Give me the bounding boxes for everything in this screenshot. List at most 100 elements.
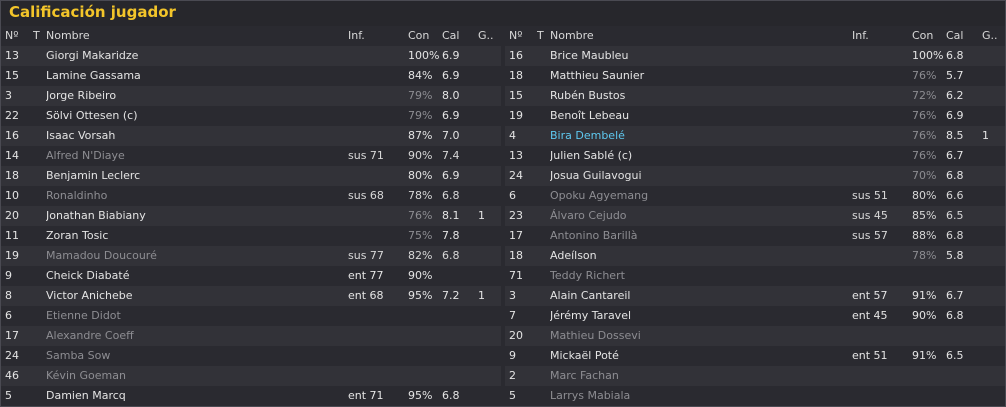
player-row[interactable]: 19 Mamadou Doucouré sus 77 82% 6.8 <box>1 246 501 266</box>
col-name[interactable]: Nombre <box>46 29 90 42</box>
player-row[interactable]: 7 Jérémy Taravel ent 45 90% 6.8 <box>505 306 1005 326</box>
player-row[interactable]: 20 Mathieu Dossevi <box>505 326 1005 346</box>
player-name[interactable]: Marc Fachan <box>550 369 619 382</box>
player-row[interactable]: 71 Teddy Richert <box>505 266 1005 286</box>
col-rating[interactable]: Cal <box>442 29 460 42</box>
player-name[interactable]: Giorgi Makaridze <box>46 49 139 62</box>
player-row[interactable]: 6 Opoku Agyemang sus 51 80% 6.6 <box>505 186 1005 206</box>
player-rating: 6.8 <box>442 249 460 262</box>
player-row[interactable]: 20 Jonathan Biabiany 76% 8.1 1 <box>1 206 501 226</box>
player-number: 5 <box>5 389 12 402</box>
player-number: 9 <box>5 269 12 282</box>
player-row[interactable]: 18 Matthieu Saunier 76% 5.7 <box>505 66 1005 86</box>
player-info: sus 51 <box>852 189 888 202</box>
player-name[interactable]: Damien Marcq <box>46 389 126 402</box>
col-name[interactable]: Nombre <box>550 29 594 42</box>
col-info[interactable]: Inf. <box>852 29 869 42</box>
player-name[interactable]: Jorge Ribeiro <box>46 89 117 102</box>
player-name[interactable]: Teddy Richert <box>550 269 625 282</box>
player-condition: 90% <box>408 269 433 282</box>
player-name[interactable]: Victor Anichebe <box>46 289 133 302</box>
player-row[interactable]: 24 Josua Guilavogui 70% 6.8 <box>505 166 1005 186</box>
player-number: 15 <box>5 69 19 82</box>
player-row[interactable]: 5 Larrys Mabiala <box>505 386 1005 406</box>
player-rating: 6.7 <box>946 289 964 302</box>
player-name[interactable]: Zoran Tosic <box>46 229 109 242</box>
player-row[interactable]: 13 Giorgi Makaridze 100% 6.9 <box>1 46 501 66</box>
player-row[interactable]: 5 Damien Marcq ent 71 95% 6.8 <box>1 386 501 406</box>
col-type[interactable]: T <box>537 29 544 42</box>
player-row[interactable]: 3 Alain Cantareil ent 57 91% 6.7 <box>505 286 1005 306</box>
col-goals[interactable]: G.. <box>982 29 998 42</box>
player-name[interactable]: Mickaël Poté <box>550 349 619 362</box>
player-name[interactable]: Samba Sow <box>46 349 111 362</box>
player-name[interactable]: Mathieu Dossevi <box>550 329 641 342</box>
player-row[interactable]: 18 Benjamin Leclerc 80% 6.9 <box>1 166 501 186</box>
player-row[interactable]: 17 Alexandre Coeff <box>1 326 501 346</box>
player-name[interactable]: Brice Maubleu <box>550 49 629 62</box>
player-name[interactable]: Jonathan Biabiany <box>46 209 146 222</box>
player-row[interactable]: 10 Ronaldinho sus 68 78% 6.8 <box>1 186 501 206</box>
player-name[interactable]: Adeílson <box>550 249 597 262</box>
player-row[interactable]: 8 Victor Anichebe ent 68 95% 7.2 1 <box>1 286 501 306</box>
player-name[interactable]: Opoku Agyemang <box>550 189 649 202</box>
player-row[interactable]: 16 Isaac Vorsah 87% 7.0 <box>1 126 501 146</box>
player-name[interactable]: Sölvi Ottesen (c) <box>46 109 138 122</box>
player-name[interactable]: Alfred N'Diaye <box>46 149 125 162</box>
player-row[interactable]: 15 Rubén Bustos 72% 6.2 <box>505 86 1005 106</box>
player-name[interactable]: Alexandre Coeff <box>46 329 134 342</box>
away-player-list: 16 Brice Maubleu 100% 6.8 18 Matthieu Saunier… <box>505 46 1005 406</box>
player-row[interactable]: 2 Marc Fachan <box>505 366 1005 386</box>
player-row[interactable]: 9 Cheick Diabaté ent 77 90% <box>1 266 501 286</box>
player-row[interactable]: 11 Zoran Tosic 75% 7.8 <box>1 226 501 246</box>
player-row[interactable]: 3 Jorge Ribeiro 79% 8.0 <box>1 86 501 106</box>
player-row[interactable]: 18 Adeílson 78% 5.8 <box>505 246 1005 266</box>
col-number[interactable]: Nº <box>5 29 19 42</box>
player-row[interactable]: 23 Álvaro Cejudo sus 45 85% 6.5 <box>505 206 1005 226</box>
col-info[interactable]: Inf. <box>348 29 365 42</box>
col-number[interactable]: Nº <box>509 29 523 42</box>
player-name[interactable]: Jérémy Taravel <box>550 309 632 322</box>
player-number: 46 <box>5 369 19 382</box>
player-name[interactable]: Ronaldinho <box>46 189 108 202</box>
player-name[interactable]: Etienne Didot <box>46 309 121 322</box>
player-name[interactable]: Bira Dembelé <box>550 129 625 142</box>
player-rating: 7.2 <box>442 289 460 302</box>
player-name[interactable]: Isaac Vorsah <box>46 129 116 142</box>
player-condition: 85% <box>912 209 937 222</box>
player-name[interactable]: Álvaro Cejudo <box>550 209 627 222</box>
player-row[interactable]: 15 Lamine Gassama 84% 6.9 <box>1 66 501 86</box>
player-name[interactable]: Alain Cantareil <box>550 289 631 302</box>
player-name[interactable]: Cheick Diabaté <box>46 269 130 282</box>
player-row[interactable]: 24 Samba Sow <box>1 346 501 366</box>
col-goals[interactable]: G.. <box>478 29 494 42</box>
player-row[interactable]: 14 Alfred N'Diaye sus 71 90% 7.4 <box>1 146 501 166</box>
player-name[interactable]: Benjamin Leclerc <box>46 169 141 182</box>
player-name[interactable]: Rubén Bustos <box>550 89 626 102</box>
player-row[interactable]: 46 Kévin Goeman <box>1 366 501 386</box>
player-row[interactable]: 22 Sölvi Ottesen (c) 79% 6.9 <box>1 106 501 126</box>
player-condition: 100% <box>912 49 944 62</box>
player-name[interactable]: Kévin Goeman <box>46 369 126 382</box>
col-type[interactable]: T <box>33 29 40 42</box>
col-condition[interactable]: Con <box>408 29 430 42</box>
player-name[interactable]: Matthieu Saunier <box>550 69 645 82</box>
player-name[interactable]: Mamadou Doucouré <box>46 249 157 262</box>
col-condition[interactable]: Con <box>912 29 934 42</box>
player-row[interactable]: 9 Mickaël Poté ent 51 91% 6.5 <box>505 346 1005 366</box>
player-row[interactable]: 16 Brice Maubleu 100% 6.8 <box>505 46 1005 66</box>
player-row[interactable]: 6 Etienne Didot <box>1 306 501 326</box>
player-row[interactable]: 17 Antonino Barillà sus 57 88% 6.8 <box>505 226 1005 246</box>
player-name[interactable]: Josua Guilavogui <box>550 169 642 182</box>
player-condition: 79% <box>408 109 433 122</box>
player-name[interactable]: Larrys Mabiala <box>550 389 631 402</box>
player-number: 8 <box>5 289 12 302</box>
player-name[interactable]: Lamine Gassama <box>46 69 141 82</box>
col-rating[interactable]: Cal <box>946 29 964 42</box>
player-name[interactable]: Benoît Lebeau <box>550 109 630 122</box>
player-name[interactable]: Julien Sablé (c) <box>550 149 633 162</box>
player-name[interactable]: Antonino Barillà <box>550 229 638 242</box>
player-row[interactable]: 13 Julien Sablé (c) 76% 6.7 <box>505 146 1005 166</box>
